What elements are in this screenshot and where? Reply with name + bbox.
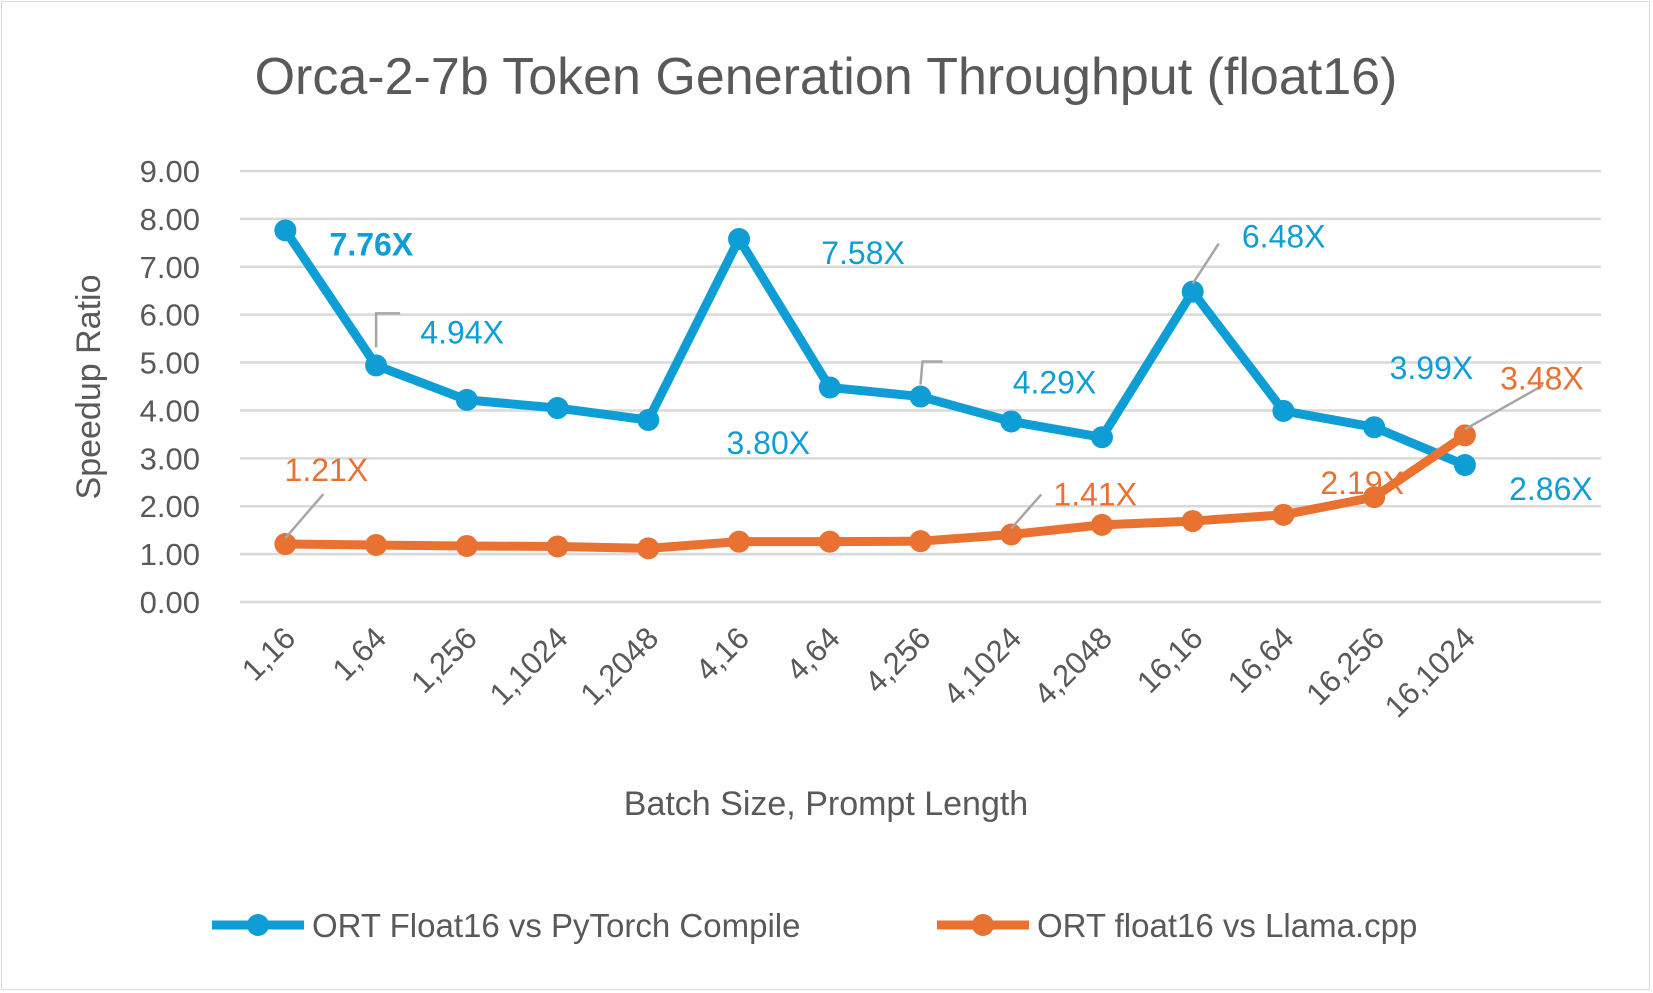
- data-label: 3.48X: [1500, 360, 1584, 396]
- y-tick-label: 0.00: [140, 585, 200, 620]
- leader-line: [284, 493, 325, 539]
- data-point[interactable]: [365, 534, 388, 557]
- x-tick-label: 1,16: [235, 620, 302, 687]
- y-tick-label: 5.00: [140, 346, 200, 381]
- data-point[interactable]: [909, 385, 932, 408]
- leader-line: [919, 360, 943, 385]
- data-point[interactable]: [728, 228, 751, 251]
- data-point[interactable]: [909, 530, 932, 553]
- data-point[interactable]: [365, 354, 388, 377]
- x-tick-label: 16,256: [1299, 620, 1391, 712]
- x-tick-label: 1,256: [404, 620, 484, 700]
- legend-marker-icon: [247, 914, 269, 936]
- x-tick-label: 4,64: [779, 620, 846, 687]
- legend-marker-icon: [972, 914, 994, 936]
- leader-line: [1010, 493, 1043, 530]
- y-tick-label: 1.00: [140, 537, 200, 572]
- x-tick-label: 4,256: [858, 620, 938, 700]
- data-point[interactable]: [1090, 426, 1113, 449]
- y-tick-label: 7.00: [140, 250, 200, 285]
- data-label: 1.41X: [1053, 476, 1137, 512]
- series-line: [281, 227, 1467, 470]
- leader-line: [374, 312, 401, 348]
- data-point[interactable]: [1363, 416, 1386, 439]
- data-point[interactable]: [1181, 280, 1204, 303]
- legend-item[interactable]: ORT float16 vs Llama.cpp: [937, 907, 1417, 944]
- data-point[interactable]: [637, 409, 660, 432]
- data-point[interactable]: [818, 376, 841, 399]
- legend-label: ORT float16 vs Llama.cpp: [1037, 907, 1417, 944]
- leader-line: [1464, 384, 1544, 431]
- series-line: [285, 431, 1468, 553]
- data-point[interactable]: [1272, 503, 1295, 526]
- legend-label: ORT Float16 vs PyTorch Compile: [312, 907, 800, 944]
- leader-line: [1191, 242, 1220, 285]
- y-tick-label: 3.00: [140, 441, 200, 476]
- y-tick-label: 9.00: [140, 154, 200, 189]
- data-point[interactable]: [1453, 454, 1476, 477]
- data-label: 1.21X: [285, 452, 369, 488]
- y-tick-label: 2.00: [140, 489, 200, 524]
- data-point[interactable]: [274, 533, 297, 556]
- x-tick-label: 16,16: [1130, 620, 1210, 700]
- x-tick-label: 16,64: [1221, 620, 1301, 700]
- data-point[interactable]: [274, 219, 297, 242]
- y-axis-title: Speedup Ratio: [70, 275, 108, 500]
- x-tick-label: 16,1024: [1378, 620, 1482, 724]
- y-tick-label: 6.00: [140, 298, 200, 333]
- data-point[interactable]: [1000, 523, 1023, 546]
- data-label: 4.29X: [1013, 365, 1097, 401]
- data-label: 2.86X: [1509, 471, 1593, 507]
- data-point[interactable]: [1090, 513, 1113, 536]
- data-label: 4.94X: [420, 314, 504, 350]
- y-tick-label: 4.00: [140, 393, 200, 428]
- data-point[interactable]: [455, 534, 478, 557]
- data-point[interactable]: [637, 537, 660, 560]
- data-point[interactable]: [1272, 399, 1295, 422]
- data-point[interactable]: [728, 530, 751, 553]
- data-label: 2.19X: [1320, 465, 1404, 501]
- x-tick-label: 4,16: [689, 620, 756, 687]
- x-tick-label: 4,2048: [1027, 620, 1119, 712]
- legend-item[interactable]: ORT Float16 vs PyTorch Compile: [212, 907, 800, 944]
- data-label: 6.48X: [1242, 219, 1326, 255]
- x-tick-label: 4,1024: [936, 620, 1028, 712]
- x-tick-label: 1,64: [326, 620, 393, 687]
- data-point[interactable]: [546, 397, 569, 420]
- chart-title: Orca-2-7b Token Generation Throughput (f…: [255, 48, 1398, 106]
- x-tick-label: 1,1024: [483, 620, 575, 712]
- data-label: 3.80X: [726, 425, 810, 461]
- data-point[interactable]: [1363, 486, 1386, 509]
- data-point[interactable]: [818, 530, 841, 553]
- y-tick-label: 8.00: [140, 202, 200, 237]
- data-point[interactable]: [455, 388, 478, 411]
- x-axis-title: Batch Size, Prompt Length: [624, 785, 1028, 823]
- data-point[interactable]: [1181, 510, 1204, 533]
- data-label: 7.58X: [821, 235, 905, 271]
- data-label: 3.99X: [1390, 350, 1474, 386]
- data-point[interactable]: [1453, 424, 1476, 447]
- data-point[interactable]: [546, 535, 569, 558]
- data-label: 7.76X: [330, 226, 414, 262]
- x-tick-label: 1,2048: [573, 620, 665, 712]
- data-point[interactable]: [1000, 410, 1023, 433]
